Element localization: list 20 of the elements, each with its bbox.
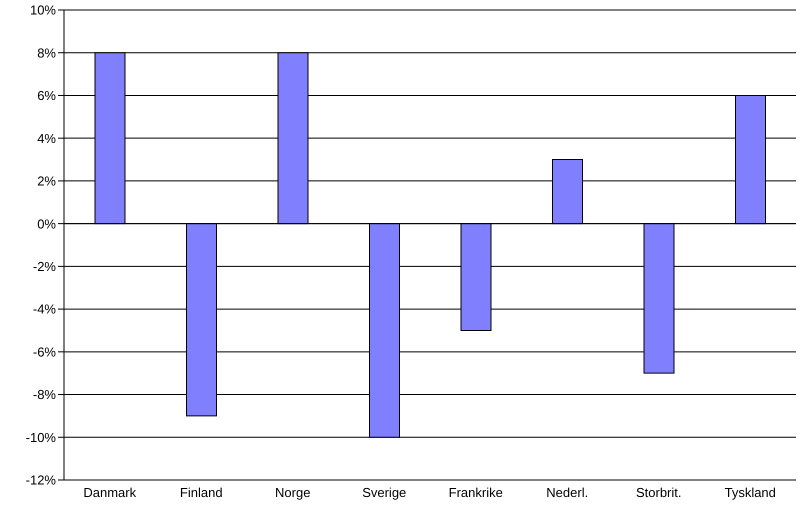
x-tick-label: Finland xyxy=(180,485,223,500)
y-tick-label: -6% xyxy=(32,344,56,360)
x-tick-label: Tyskland xyxy=(724,485,776,500)
y-tick-label: 8% xyxy=(37,45,56,60)
y-tick-label: 0% xyxy=(37,216,56,232)
y-tick-label: 2% xyxy=(37,174,56,189)
x-tick-label: Norge xyxy=(275,485,310,500)
x-tick-label: Nederl. xyxy=(546,485,588,500)
x-tick-label: Danmark xyxy=(83,485,137,500)
y-tick-label: 10% xyxy=(30,2,56,18)
y-tick-label: -2% xyxy=(32,258,56,274)
y-tick-label: -4% xyxy=(32,302,56,317)
x-tick-label: Sverige xyxy=(362,485,406,500)
y-tick-label: -8% xyxy=(32,387,56,402)
x-tick-label: Frankrike xyxy=(448,485,503,500)
y-tick-label: 6% xyxy=(37,88,56,104)
x-tick-label: Storbrit. xyxy=(636,485,682,500)
y-tick-label: 4% xyxy=(37,130,56,146)
y-tick-label: -12% xyxy=(26,472,56,488)
y-tick-label: -10% xyxy=(26,430,56,445)
